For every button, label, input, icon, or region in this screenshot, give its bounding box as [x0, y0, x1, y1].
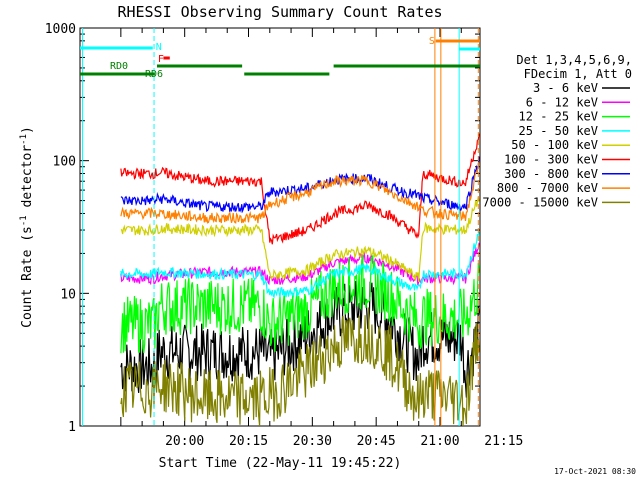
series-8	[120, 307, 480, 426]
x-axis-label: Start Time (22-May-11 19:45:22)	[159, 456, 402, 471]
y-axis-label: Count Rate (s-1 detector-1)	[19, 126, 35, 328]
series-layer	[120, 133, 480, 426]
x-tick-label: 21:15	[484, 434, 523, 449]
series-5	[120, 133, 480, 245]
legend-entry-label: 12 - 25 keV	[519, 110, 598, 124]
y-axis-label-part2: detector	[20, 145, 35, 216]
legend-entry-label: 800 - 7000 keV	[497, 181, 598, 195]
y-tick-label: 1000	[45, 22, 76, 37]
legend-entry-label: 300 - 800 keV	[504, 167, 598, 181]
y-tick-label: 100	[53, 155, 76, 170]
series-6	[120, 156, 480, 214]
x-tick-label: 21:00	[420, 434, 459, 449]
legend-entry-label: 7000 - 15000 keV	[482, 195, 598, 209]
y-tick-label: 10	[60, 287, 76, 302]
series-line	[120, 307, 480, 426]
y-axis-label-sup2: -1	[19, 134, 29, 145]
y-axis-ticks: 1 10 100 1000	[45, 22, 480, 435]
series-line	[120, 242, 480, 286]
x-tick-label: 20:15	[229, 434, 268, 449]
x-axis-ticks: 20:00 20:15 20:30 20:45 21:00 21:15	[120, 28, 523, 449]
x-tick-label: 20:30	[293, 434, 332, 449]
series-line	[120, 196, 480, 283]
legend-entry-label: 6 - 12 keV	[526, 95, 598, 109]
legend: Det 1,3,4,5,6,9, FDecim 1, Att 0 3 - 6 k…	[482, 53, 632, 209]
annotation-label: RD0	[110, 61, 128, 72]
series-line	[120, 156, 480, 214]
series-line	[120, 161, 480, 224]
legend-entry-label: 25 - 50 keV	[519, 124, 598, 138]
legend-header-line1: Det 1,3,4,5,6,9,	[516, 53, 632, 67]
legend-entry-label: 100 - 300 keV	[504, 153, 598, 167]
series-1	[120, 242, 480, 286]
y-tick-label: 1	[68, 420, 76, 435]
series-7	[120, 161, 480, 224]
series-2	[120, 254, 480, 354]
annotation-layer: NF RD0 RD6 S	[80, 28, 480, 426]
y-axis-label-part3: )	[20, 126, 35, 134]
y-axis-label-sup: -1	[19, 215, 29, 226]
legend-header-line2: FDecim 1, Att 0	[524, 67, 632, 81]
annotation-label: N	[156, 42, 162, 53]
x-tick-label: 20:45	[357, 434, 396, 449]
annotation-label: F	[158, 54, 164, 65]
x-tick-label: 20:00	[165, 434, 204, 449]
series-line	[120, 231, 480, 299]
plot-frame	[79, 27, 481, 427]
annotation-label: RD6	[145, 69, 163, 80]
legend-entry-label: 50 - 100 keV	[511, 138, 598, 152]
series-line	[120, 254, 480, 354]
series-4	[120, 196, 480, 283]
series-3	[120, 231, 480, 299]
annotation-label: S	[429, 36, 435, 47]
legend-entry-label: 3 - 6 keV	[533, 81, 598, 95]
plot-border	[79, 27, 481, 427]
y-axis-label-part1: Count Rate (s	[20, 226, 35, 328]
series-line	[120, 133, 480, 245]
generated-timestamp: 17-Oct-2021 08:30	[554, 467, 636, 476]
chart-title: RHESSI Observing Summary Count Rates	[117, 3, 442, 21]
